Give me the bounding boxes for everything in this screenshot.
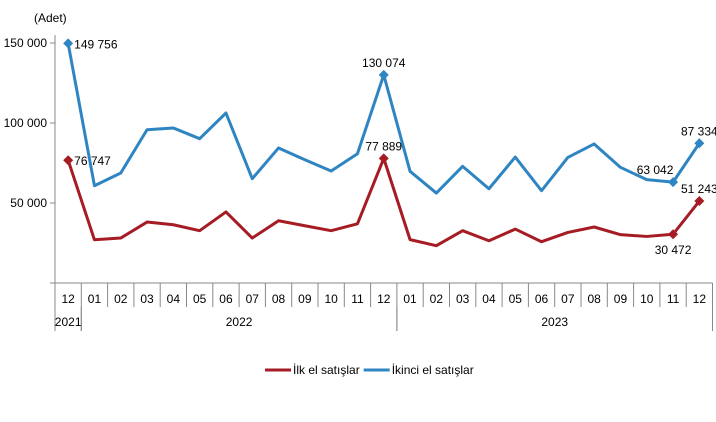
- x-tick-label: 03: [140, 292, 154, 306]
- x-tick-label: 11: [351, 292, 364, 306]
- year-label: 2022: [226, 315, 253, 329]
- data-point-marker: [694, 138, 705, 149]
- data-point-marker: [694, 196, 705, 207]
- x-tick-label: 02: [430, 292, 444, 306]
- x-tick-label: 10: [324, 292, 338, 306]
- x-tick-label: 09: [614, 292, 628, 306]
- x-tick-label: 03: [456, 292, 470, 306]
- x-tick-label: 06: [535, 292, 549, 306]
- x-tick-label: 04: [482, 292, 496, 306]
- series-line-0: [66, 156, 701, 248]
- y-tick-label: 100 000: [4, 116, 48, 130]
- data-point-marker: [668, 229, 679, 240]
- x-tick-label: 05: [193, 292, 207, 306]
- x-tick-label: 07: [246, 292, 260, 306]
- x-tick-label: 01: [403, 292, 417, 306]
- data-point-marker: [63, 38, 74, 49]
- data-label: 149 756: [74, 37, 118, 51]
- x-tick-label: 12: [61, 292, 75, 306]
- data-label: 87 334: [681, 124, 716, 138]
- data-point-marker: [63, 155, 74, 166]
- data-point-marker: [668, 177, 679, 188]
- x-tick-label: 04: [167, 292, 181, 306]
- data-label: 51 243: [681, 182, 716, 196]
- x-tick-label: 09: [298, 292, 312, 306]
- x-tick-label: 02: [114, 292, 128, 306]
- x-tick-label: 12: [693, 292, 707, 306]
- x-tick-label: 05: [509, 292, 523, 306]
- data-label: 76 747: [74, 154, 111, 168]
- x-tick-label: 07: [561, 292, 575, 306]
- data-label: 63 042: [637, 163, 674, 177]
- data-label: 30 472: [655, 243, 692, 257]
- y-tick-label: 150 000: [4, 36, 48, 50]
- x-tick-label: 06: [219, 292, 233, 306]
- legend-label-0: İlk el satışlar: [293, 363, 360, 377]
- x-tick-label: 11: [667, 292, 680, 306]
- x-tick-label: 08: [272, 292, 286, 306]
- x-tick-label: 12: [377, 292, 391, 306]
- legend-label-1: İkinci el satışlar: [392, 363, 474, 377]
- data-label: 130 074: [362, 56, 406, 70]
- x-tick-label: 08: [587, 292, 601, 306]
- y-axis-label: (Adet): [34, 11, 67, 25]
- data-point-marker: [378, 69, 389, 80]
- x-tick-label: 10: [640, 292, 654, 306]
- year-label: 2021: [55, 315, 82, 329]
- y-tick-label: 50 000: [10, 196, 47, 210]
- x-tick-label: 01: [88, 292, 102, 306]
- data-label: 77 889: [365, 139, 402, 153]
- data-point-marker: [378, 153, 389, 164]
- year-label: 2023: [541, 315, 568, 329]
